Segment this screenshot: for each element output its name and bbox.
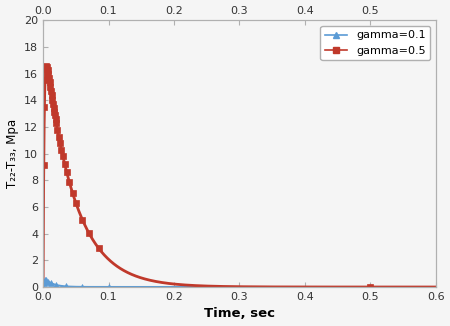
X-axis label: Time, sec: Time, sec: [204, 307, 275, 320]
Legend: gamma=0.1, gamma=0.5: gamma=0.1, gamma=0.5: [320, 26, 430, 60]
Y-axis label: T₂₂-T₃₃, Mpa: T₂₂-T₃₃, Mpa: [5, 119, 18, 188]
